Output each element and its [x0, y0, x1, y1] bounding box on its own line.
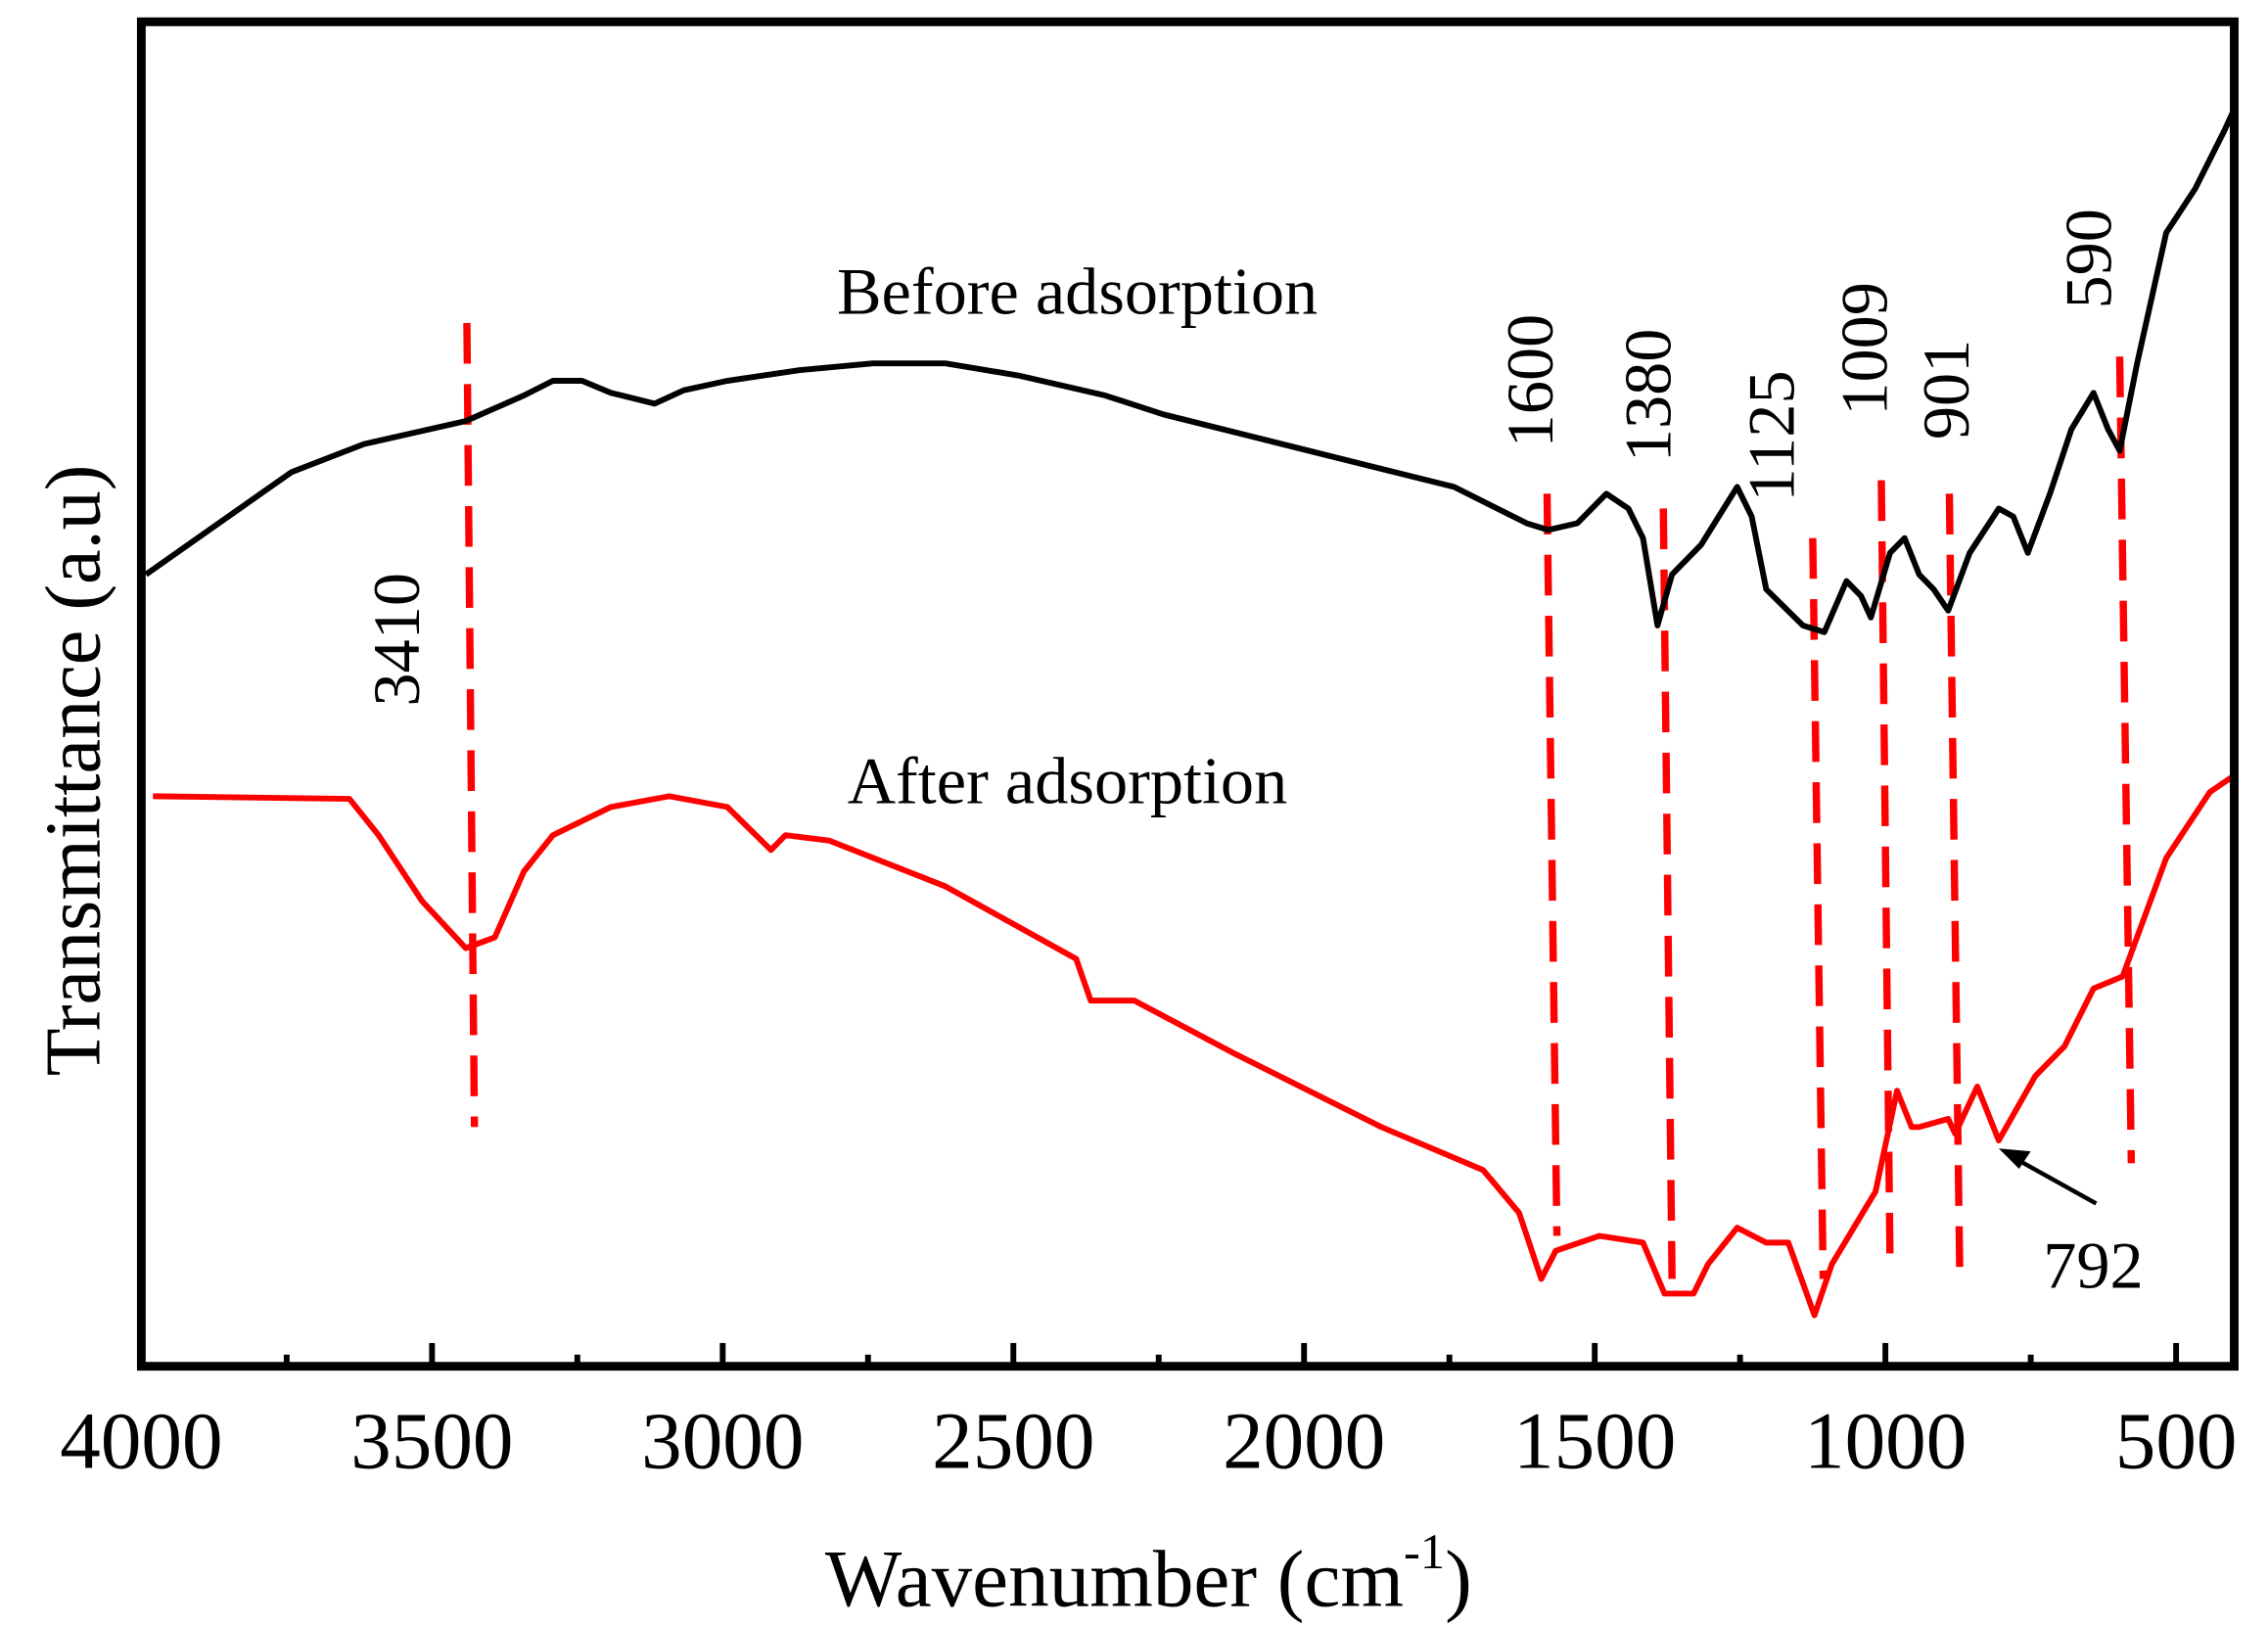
peak-label: 1009	[1828, 282, 1902, 416]
x-axis-title-close: )	[1445, 1534, 1472, 1624]
label-792: 792	[2043, 1229, 2143, 1303]
peak-markers	[463, 322, 2136, 1279]
x-tick-label: 4000	[60, 1396, 222, 1486]
x-axis-title: Wavenumber (cm-1)	[825, 1524, 1472, 1624]
x-tick-label: 1500	[1513, 1396, 1676, 1486]
x-tick-label: 1000	[1804, 1396, 1967, 1486]
peak-marker-line	[1659, 508, 1676, 1279]
peak-marker-line	[1945, 493, 1964, 1279]
peak-marker-line	[1543, 493, 1561, 1236]
peak-marker-line	[463, 322, 479, 1128]
peak-label: 590	[2051, 209, 2125, 308]
x-tick-label: 3000	[641, 1396, 804, 1486]
y-axis-title: Transmittance (a.u)	[30, 465, 116, 1077]
plot-frame	[136, 17, 2239, 1371]
x-tick-label: 2000	[1223, 1396, 1385, 1486]
label-before-adsorption: Before adsorption	[837, 255, 1318, 329]
x-axis-ticks	[138, 1342, 2180, 1367]
x-tick-label: 500	[2115, 1396, 2238, 1486]
peak-marker-line	[2115, 356, 2136, 1164]
peak-label: 1600	[1493, 314, 1567, 448]
series-line-before	[144, 108, 2238, 635]
peak-label: 1380	[1610, 329, 1685, 463]
annotations: 3410 1600 1380 1125 1009 901 590 Before adsorpt…	[359, 209, 2144, 1302]
series	[144, 108, 2238, 1319]
peak-label: 901	[1909, 340, 1983, 440]
label-after-adsorption: After adsorption	[848, 744, 1287, 818]
x-tick-label: 2500	[932, 1396, 1094, 1486]
arrow-792-line	[2009, 1153, 2098, 1206]
peak-marker-line	[1809, 537, 1828, 1279]
arrow-792-head-icon	[1998, 1148, 2031, 1169]
x-axis-title-sup: -1	[1404, 1524, 1445, 1579]
peak-marker-line	[1877, 480, 1894, 1265]
peak-label: 3410	[359, 573, 434, 707]
x-axis-tick-labels: 4000 3500 3000 2500 2000 1500 1000 500	[60, 1396, 2237, 1486]
peak-label: 1125	[1735, 370, 1809, 501]
x-axis-title-main: Wavenumber (cm	[825, 1534, 1404, 1624]
series-line-after	[153, 774, 2234, 1319]
x-tick-label: 3500	[350, 1396, 513, 1486]
